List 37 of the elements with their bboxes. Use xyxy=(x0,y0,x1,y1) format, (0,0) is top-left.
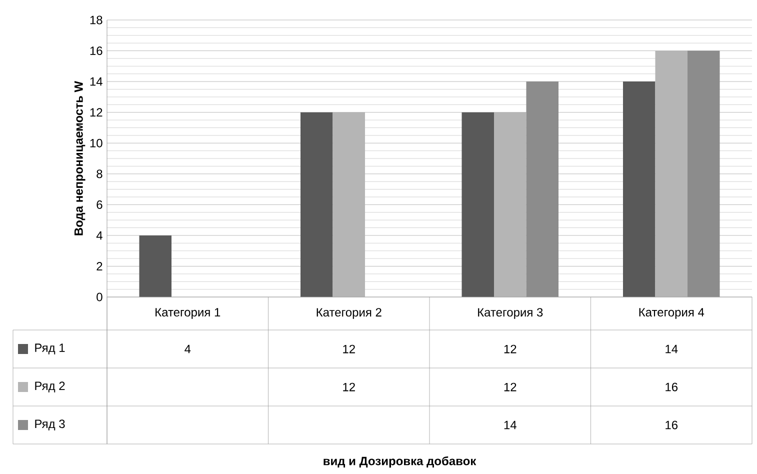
y-axis-title: Вода непроницаемость W xyxy=(74,80,86,236)
data-label: 12 xyxy=(343,344,355,354)
bar xyxy=(494,112,526,297)
legend-label: Ряд 3 xyxy=(35,420,65,430)
y-tick-label: 0 xyxy=(96,292,102,302)
data-label: 12 xyxy=(504,344,516,354)
y-tick-label: 14 xyxy=(90,77,102,86)
y-tick-label: 4 xyxy=(96,231,102,240)
bar xyxy=(526,82,559,297)
y-tick-label: 2 xyxy=(96,262,102,270)
bar xyxy=(332,112,365,297)
y-tick-label: 10 xyxy=(90,138,102,148)
x-tick-label: Категория 4 xyxy=(639,308,704,319)
legend-label: Ряд 1 xyxy=(35,344,65,354)
data-label: 16 xyxy=(666,382,678,392)
bar xyxy=(688,50,720,297)
bar xyxy=(623,82,656,297)
data-label: 14 xyxy=(504,420,516,430)
y-tick-label: 6 xyxy=(96,200,102,209)
data-label: 16 xyxy=(666,420,678,430)
bar xyxy=(655,50,688,297)
y-tick-label: 12 xyxy=(90,108,102,117)
data-label: 12 xyxy=(504,382,516,392)
data-label: 14 xyxy=(666,344,678,354)
x-tick-label: Категория 1 xyxy=(156,308,220,319)
text: вид и Дозировка добавок xyxy=(324,456,476,468)
y-tick-label: 18 xyxy=(90,16,102,24)
x-tick-label: Категория 3 xyxy=(478,308,543,319)
bar xyxy=(300,112,333,297)
data-label: 4 xyxy=(184,344,191,354)
y-tick-label: 8 xyxy=(96,170,102,178)
x-tick-label: Категория 2 xyxy=(316,308,382,319)
legend-label: Ряд 2 xyxy=(35,382,65,392)
bar xyxy=(462,112,494,297)
y-tick-label: 16 xyxy=(90,46,102,56)
data-label: 12 xyxy=(343,382,355,392)
bar xyxy=(139,235,172,297)
